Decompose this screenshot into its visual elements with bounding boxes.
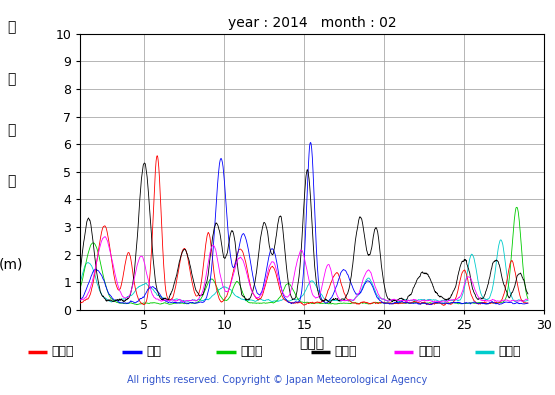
- Text: 義: 義: [7, 72, 16, 86]
- Text: 生月島: 生月島: [418, 345, 441, 358]
- Text: 石廐崎: 石廐崎: [240, 345, 263, 358]
- Text: 屋久島: 屋久島: [498, 345, 521, 358]
- Text: All rights reserved. Copyright © Japan Meteorological Agency: All rights reserved. Copyright © Japan M…: [128, 375, 427, 385]
- Text: 経ヶ岸: 経ヶ岸: [335, 345, 357, 358]
- Text: 上ノ国: 上ノ国: [52, 345, 74, 358]
- Text: (m): (m): [0, 258, 23, 272]
- Text: 唐桑: 唐桑: [146, 345, 161, 358]
- X-axis label: （日）: （日）: [300, 336, 325, 350]
- Text: 波: 波: [7, 123, 16, 137]
- Text: 高: 高: [7, 175, 16, 189]
- Title: year : 2014   month : 02: year : 2014 month : 02: [228, 16, 396, 30]
- Text: 有: 有: [7, 21, 16, 35]
